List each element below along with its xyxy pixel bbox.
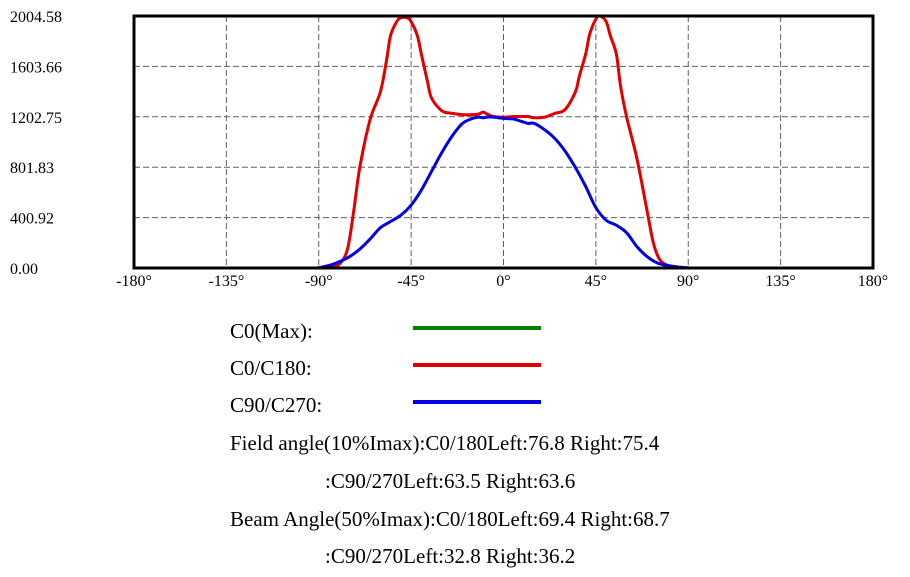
y-tick-labels: 0.00 400.92 801.83 1202.75 1603.66 2004.58 xyxy=(10,9,62,278)
series-line-c90-c270 xyxy=(134,115,873,270)
legend-c0-c180-line xyxy=(413,363,541,367)
beam-angle-c0-text: Beam Angle(50%Imax):C0/180Left:69.4 Righ… xyxy=(230,507,670,531)
x-tick-label: 90° xyxy=(677,273,699,290)
y-tick-label: 801.83 xyxy=(10,160,54,177)
plot-frame xyxy=(132,14,875,270)
x-tick-labels: -180° -135° -90° -45° 0° 45° 90° 135° 180° xyxy=(116,273,888,290)
grid-lines xyxy=(134,16,873,268)
legend-c90-c270-line xyxy=(413,400,541,404)
y-tick-label: 400.92 xyxy=(10,211,54,228)
x-tick-label: 135° xyxy=(765,273,795,290)
y-tick-label: 2004.58 xyxy=(10,9,62,26)
x-tick-label: 45° xyxy=(585,273,607,290)
x-tick-label: -45° xyxy=(397,273,425,290)
legend-c0-max-label: C0(Max): xyxy=(230,319,313,343)
x-tick-label: 180° xyxy=(858,273,888,290)
y-tick-label: 1603.66 xyxy=(10,59,62,76)
x-tick-label: 0° xyxy=(496,273,510,290)
luminous-intensity-chart: 0.00 400.92 801.83 1202.75 1603.66 2004.58 -1… xyxy=(10,9,888,290)
series-lines xyxy=(134,14,873,270)
legend-c0-max-line xyxy=(413,326,541,330)
beam-angle-c90-text: :C90/270Left:32.8 Right:36.2 xyxy=(325,544,576,568)
x-tick-label: -90° xyxy=(305,273,333,290)
y-tick-label: 0.00 xyxy=(10,261,38,278)
field-angle-c90-text: :C90/270Left:63.5 Right:63.6 xyxy=(325,469,576,493)
x-tick-label: -135° xyxy=(209,273,245,290)
x-tick-label: -180° xyxy=(116,273,152,290)
field-angle-c0-text: Field angle(10%Imax):C0/180Left:76.8 Rig… xyxy=(230,431,660,455)
legend-c90-c270-label: C90/C270: xyxy=(230,393,323,417)
legend-c0-c180-label: C0/C180: xyxy=(230,356,312,380)
y-tick-label: 1202.75 xyxy=(10,110,62,127)
